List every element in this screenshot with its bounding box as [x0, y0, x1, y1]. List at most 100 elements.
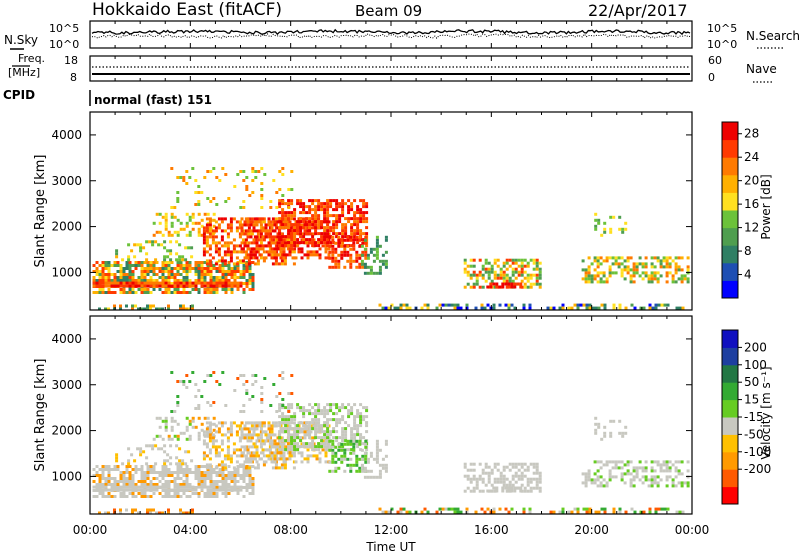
velocity-cell	[261, 451, 265, 455]
velocity-cell	[384, 469, 388, 473]
power-cell	[235, 226, 239, 230]
power-cell	[185, 261, 189, 264]
power-cell	[343, 244, 347, 248]
velocity-cell	[239, 474, 243, 477]
velocity-cell	[362, 406, 366, 410]
velocity-cell	[191, 425, 195, 429]
power-cell	[584, 268, 588, 272]
velocity-cell	[161, 477, 165, 480]
power-cell	[498, 285, 502, 289]
velocity-cell	[212, 428, 216, 432]
velocity-cell	[302, 412, 306, 416]
power-cell	[215, 281, 219, 285]
power-cell	[444, 303, 448, 307]
velocity-cell	[185, 488, 189, 492]
power-cell	[599, 277, 603, 281]
velocity-cell	[290, 406, 294, 410]
velocity-cell	[217, 421, 221, 425]
power-cell	[317, 220, 321, 224]
velocity-cell	[229, 460, 233, 464]
velocity-cell	[242, 374, 246, 377]
power-cell	[305, 211, 309, 215]
power-cell	[302, 226, 306, 230]
power-cell	[164, 279, 168, 282]
power-cell	[291, 247, 295, 251]
power-cell	[317, 238, 321, 242]
power-cell	[206, 281, 210, 285]
power-cell	[242, 264, 246, 267]
velocity-colorbar-segment	[722, 434, 738, 453]
velocity-cell	[215, 480, 219, 483]
power-cell	[529, 276, 533, 280]
power-cell	[247, 241, 251, 245]
power-cell	[258, 253, 262, 257]
power-cell	[605, 256, 609, 260]
power-cell	[306, 253, 310, 257]
power-cell	[119, 267, 123, 270]
velocity-cell	[167, 488, 171, 492]
power-cell	[290, 211, 294, 215]
velocity-cell	[493, 462, 497, 466]
velocity-cell	[278, 421, 282, 425]
velocity-cell	[487, 480, 491, 484]
power-cell	[208, 232, 212, 236]
power-cell	[508, 279, 512, 283]
power-cell	[152, 270, 156, 273]
velocity-cell	[558, 510, 562, 514]
power-cell	[227, 281, 231, 285]
velocity-cell	[259, 439, 263, 443]
velocity-cell	[337, 457, 341, 461]
power-cell	[101, 291, 105, 294]
power-cell	[128, 288, 132, 291]
power-cell	[362, 217, 366, 221]
power-cell	[167, 304, 170, 308]
power-cell	[312, 226, 316, 230]
power-cell	[246, 220, 250, 224]
power-cell	[358, 244, 362, 248]
velocity-cell	[214, 454, 218, 458]
power-cell	[179, 284, 183, 288]
velocity-cell	[119, 492, 123, 495]
velocity-cell	[212, 483, 216, 486]
power-cell	[155, 284, 159, 288]
power-cell	[261, 226, 265, 230]
power-cell	[101, 284, 105, 288]
power-cell	[597, 218, 601, 222]
power-cell	[205, 241, 209, 245]
velocity-cell	[499, 474, 503, 478]
power-cell	[110, 279, 114, 282]
power-cell	[284, 235, 288, 239]
power-cell	[251, 288, 255, 291]
power-cell	[596, 256, 600, 260]
power-cell	[161, 291, 165, 294]
velocity-cell	[532, 477, 536, 481]
velocity-cell	[274, 463, 278, 467]
power-cell	[137, 261, 141, 264]
velocity-cell	[239, 485, 243, 489]
power-cell	[255, 229, 259, 233]
velocity-cell	[208, 466, 212, 470]
velocity-cell	[238, 439, 242, 443]
velocity-cell	[107, 480, 111, 483]
power-cell	[369, 250, 373, 254]
velocity-cell	[629, 481, 633, 485]
velocity-cell	[363, 469, 367, 473]
velocity-cell	[314, 436, 318, 440]
power-cell	[353, 220, 357, 224]
power-cell	[660, 303, 664, 307]
velocity-cell	[308, 409, 312, 413]
velocity-cell	[308, 421, 312, 425]
velocity-cell	[361, 469, 365, 473]
velocity-cell	[176, 422, 180, 426]
power-cell	[340, 244, 344, 248]
power-cell	[241, 238, 245, 242]
power-cell	[686, 256, 690, 260]
power-cell	[493, 270, 497, 274]
power-cell	[137, 288, 141, 291]
power-cell	[329, 241, 333, 245]
velocity-cell	[671, 463, 675, 467]
power-cell	[146, 273, 150, 276]
power-cell	[296, 244, 300, 248]
power-cell	[299, 229, 303, 233]
power-cell	[176, 284, 180, 288]
